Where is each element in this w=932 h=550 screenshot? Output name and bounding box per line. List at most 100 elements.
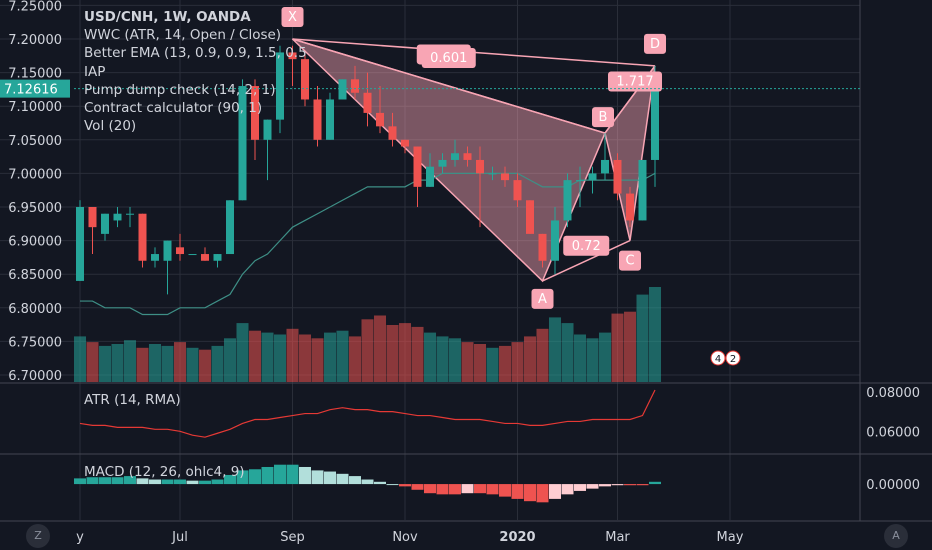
volume-bar xyxy=(374,315,386,382)
legend-symbol-title: USD/CNH, 1W, OANDA xyxy=(84,9,251,25)
volume-bar xyxy=(624,311,636,382)
macd-histogram-bar xyxy=(511,484,524,499)
macd-histogram-bar xyxy=(324,471,336,485)
legend-indicator-volume[interactable]: Vol (20) xyxy=(84,118,137,135)
ema-line xyxy=(80,172,656,316)
volume-bar xyxy=(524,336,536,382)
candle xyxy=(238,79,247,201)
candle-body xyxy=(638,159,647,221)
macd-histogram-bar xyxy=(599,484,611,487)
candle xyxy=(513,173,522,207)
candle-body xyxy=(176,247,184,255)
macd-histogram-bar xyxy=(199,480,211,485)
atr-tick-label: 0.08000 xyxy=(866,386,920,401)
volume-bar xyxy=(311,338,324,382)
macd-histogram-bar xyxy=(299,466,311,485)
candle xyxy=(438,153,447,174)
macd-histogram-bar xyxy=(274,464,286,485)
volume-bar xyxy=(574,334,586,382)
candle xyxy=(376,86,384,134)
volume-bar xyxy=(561,323,574,382)
axis-badge-label: 4 xyxy=(715,354,721,365)
time-tick-label: Sep xyxy=(280,530,305,545)
volume-bar xyxy=(211,345,224,382)
legend-indicator-pump-dump[interactable]: Pump dump check (14, 2, 1) xyxy=(84,81,276,98)
candle xyxy=(201,247,209,261)
candle xyxy=(563,173,572,228)
volume-bar xyxy=(649,287,661,382)
candle-body xyxy=(188,254,197,256)
candle-body xyxy=(401,139,409,147)
macd-pane-label[interactable]: MACD (12, 26, ohlc4, 9) xyxy=(84,464,245,480)
time-tick-label: Mar xyxy=(605,530,630,545)
macd-histogram-bar xyxy=(636,484,649,486)
axis-badge-circle xyxy=(710,350,726,366)
volume-bar xyxy=(236,323,249,382)
macd-histogram-bar xyxy=(311,470,324,485)
volume-bar xyxy=(474,344,486,382)
price-tick-label: 6.95000 xyxy=(8,201,62,216)
price-tick-label: 7.20000 xyxy=(8,33,62,48)
macd-histogram-bar xyxy=(549,484,561,499)
candle xyxy=(113,207,122,228)
candle-body xyxy=(276,52,284,120)
candle xyxy=(188,254,197,256)
macd-histogram-bar xyxy=(486,484,499,495)
macd-histogram-bar xyxy=(449,484,461,495)
candle xyxy=(301,52,309,107)
macd-histogram-bar xyxy=(336,473,349,485)
macd-histogram-bar xyxy=(361,479,374,485)
legend-indicator-wwc[interactable]: WWC (ATR, 14, Open / Close) xyxy=(84,27,282,44)
candle xyxy=(488,166,497,181)
legend-indicator-contract-calculator[interactable]: Contract calculator (90, 1) xyxy=(84,100,263,117)
volume-bar xyxy=(449,338,461,382)
macd-histogram-bar xyxy=(411,484,424,490)
macd-histogram-bar xyxy=(461,484,474,494)
macd-histogram-bar xyxy=(99,477,111,485)
volume-bar xyxy=(324,332,336,382)
time-tick-label: y xyxy=(76,530,84,545)
candle-body xyxy=(338,79,347,100)
candle xyxy=(88,207,97,255)
candle-body xyxy=(576,180,584,182)
volume-bar xyxy=(174,342,186,382)
zoom-toggle-button[interactable]: Z xyxy=(26,524,50,548)
volume-bar xyxy=(261,332,274,382)
candle xyxy=(401,139,409,154)
pattern-point-x: X xyxy=(288,10,297,25)
candle-body xyxy=(76,207,84,281)
candle xyxy=(338,79,347,100)
candle-body xyxy=(526,200,534,234)
current-price-label: 7.12616 xyxy=(4,83,58,98)
macd-histogram-bar xyxy=(86,477,99,485)
time-tick-label: Jul xyxy=(171,530,188,545)
volume-bar xyxy=(149,344,161,382)
volume-bar xyxy=(586,338,599,382)
atr-tick-label: 0.06000 xyxy=(866,425,920,440)
legend-indicator-better-ema[interactable]: Better EMA (13, 0.9, 0.9, 1.5, 0.5 xyxy=(84,45,307,62)
pattern-point-a: A xyxy=(538,292,547,307)
macd-histogram-bar xyxy=(349,476,361,485)
axis-badge-circle xyxy=(725,350,741,366)
macd-histogram-bar xyxy=(649,481,661,485)
candle xyxy=(463,146,472,167)
price-tick-label: 6.75000 xyxy=(8,335,62,350)
volume-bar xyxy=(511,342,524,382)
candle xyxy=(176,233,184,261)
candle xyxy=(351,65,359,100)
volume-bar xyxy=(611,313,624,382)
candle-body xyxy=(588,173,597,181)
macd-histogram-bar xyxy=(424,484,436,494)
auto-scale-button[interactable]: A xyxy=(884,524,908,548)
candle xyxy=(413,146,422,207)
candle-body xyxy=(451,153,459,160)
pattern-point-d-box xyxy=(644,33,666,54)
axis-badge-label: 2 xyxy=(730,354,736,365)
atr-pane-label[interactable]: ATR (14, RMA) xyxy=(84,392,181,408)
volume-bar xyxy=(461,342,474,382)
candle xyxy=(226,200,234,255)
legend-indicator-iap[interactable]: IAP xyxy=(84,63,106,80)
candle xyxy=(613,153,622,201)
